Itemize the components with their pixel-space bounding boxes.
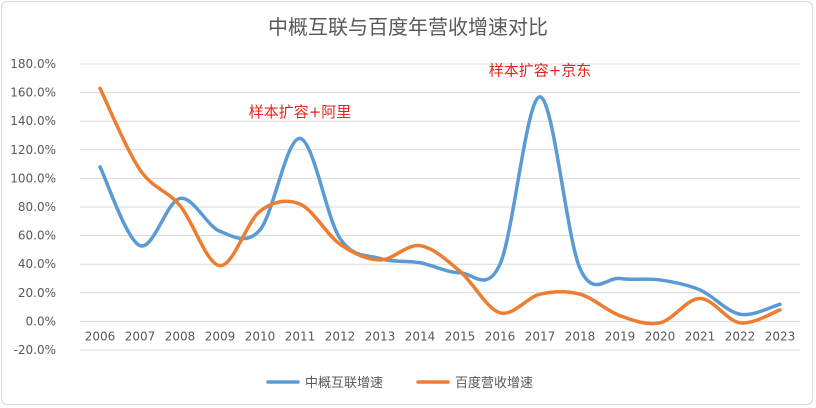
legend-label: 百度营收增速 bbox=[455, 375, 533, 391]
annotation-label: 样本扩容+京东 bbox=[489, 61, 592, 79]
x-tick-label: 2022 bbox=[725, 329, 756, 343]
y-tick-label: 120.0% bbox=[10, 143, 56, 157]
y-tick-label: 40.0% bbox=[18, 257, 56, 271]
series-line-1 bbox=[98, 95, 782, 317]
x-tick-label: 2019 bbox=[605, 329, 636, 343]
y-tick-label: 60.0% bbox=[18, 229, 56, 243]
x-tick-label: 2016 bbox=[485, 329, 516, 343]
y-tick-label: 140.0% bbox=[10, 114, 56, 128]
series-line-2 bbox=[98, 86, 782, 326]
x-tick-label: 2008 bbox=[165, 329, 196, 343]
x-tick-label: 2021 bbox=[685, 329, 716, 343]
x-tick-label: 2017 bbox=[525, 329, 556, 343]
y-tick-label: 0.0% bbox=[26, 314, 57, 328]
x-tick-label: 2012 bbox=[325, 329, 356, 343]
y-tick-label: 100.0% bbox=[10, 171, 56, 185]
y-tick-label: 80.0% bbox=[18, 200, 56, 214]
annotations: 样本扩容+阿里 样本扩容+京东 bbox=[249, 61, 592, 120]
annotation-label: 样本扩容+阿里 bbox=[249, 103, 352, 121]
y-tick-label: 160.0% bbox=[10, 86, 56, 100]
x-tick-label: 2013 bbox=[365, 329, 396, 343]
legend-label: 中概互联增速 bbox=[305, 376, 383, 391]
x-tick-label: 2020 bbox=[645, 329, 676, 343]
series-lines bbox=[98, 86, 782, 326]
x-axis-ticks: 2006 2007 2008 2009 2010 2011 2012 2013 2014 2015… bbox=[85, 329, 796, 343]
x-tick-label: 2009 bbox=[205, 329, 236, 343]
y-tick-label: 20.0% bbox=[18, 286, 56, 300]
y-axis-ticks: -20.0% 0.0% 20.0% 40.0% 60.0% 80.0% 100.0% 120.… bbox=[10, 57, 56, 357]
x-tick-label: 2010 bbox=[245, 329, 276, 343]
chart-title: 中概互联与百度年营收增速对比 bbox=[268, 15, 548, 39]
y-tick-label: -20.0% bbox=[14, 343, 56, 357]
x-tick-label: 2018 bbox=[565, 329, 596, 343]
x-tick-label: 2015 bbox=[445, 329, 476, 343]
x-tick-label: 2006 bbox=[85, 329, 116, 343]
x-tick-label: 2014 bbox=[405, 329, 436, 343]
legend: 中概互联增速 百度营收增速 bbox=[266, 375, 533, 391]
x-tick-label: 2007 bbox=[125, 329, 156, 343]
y-tick-label: 180.0% bbox=[10, 57, 56, 71]
grid-lines bbox=[80, 63, 800, 351]
x-tick-label: 2011 bbox=[285, 329, 316, 343]
x-tick-label: 2023 bbox=[765, 329, 796, 343]
